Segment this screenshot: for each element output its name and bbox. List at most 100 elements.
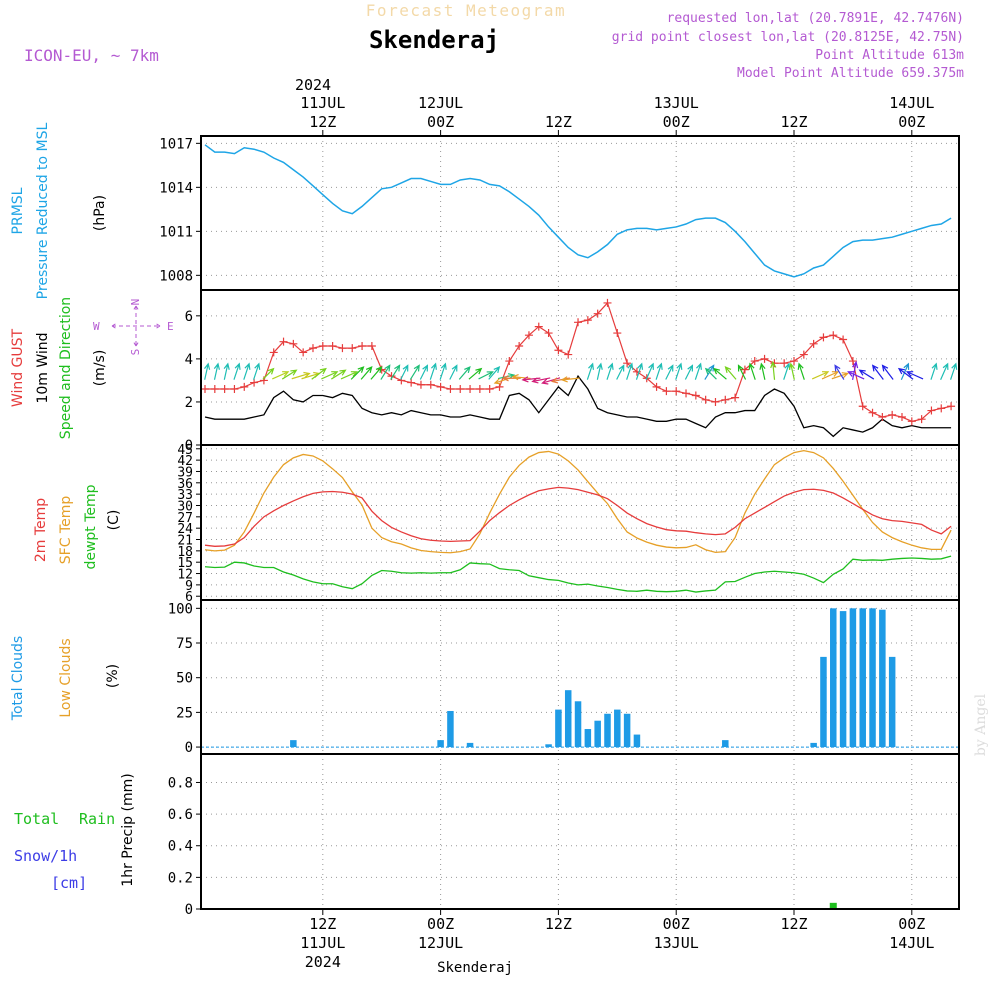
wind-gust-marker <box>848 357 857 366</box>
temperature-ytick-label: 33 <box>177 488 193 503</box>
wind-direction-arrow <box>635 362 644 380</box>
wind-direction-arrow <box>834 364 845 380</box>
total-clouds-bar <box>594 720 601 748</box>
temperature-ytick-label: 15 <box>177 556 193 571</box>
wind-direction-arrow <box>871 364 884 380</box>
wind-direction-arrow <box>675 362 683 380</box>
wind-direction-arrow <box>458 366 471 380</box>
wind-direction-arrow <box>950 362 958 380</box>
wind-direction-arrow <box>272 371 290 380</box>
wind-direction-arrow <box>770 360 777 380</box>
info-grid-point: grid point closest lon,lat (20.8125E, 42… <box>612 30 964 45</box>
wind-gust-marker <box>691 391 700 400</box>
wind-direction-arrow <box>321 371 339 380</box>
wind-gust-marker <box>308 344 317 353</box>
wind-direction-arrow <box>429 362 437 380</box>
precip-ytick-label: 0.4 <box>168 839 193 855</box>
wind-direction-arrow <box>665 364 674 380</box>
wind-direction-arrow <box>586 362 595 380</box>
wind-gust-marker <box>358 341 367 350</box>
temperature-ytick-label: 9 <box>185 579 193 594</box>
temp-dewpt-label: dewpt Temp <box>83 484 99 569</box>
wind-direction-arrow <box>468 367 483 380</box>
clouds-ytick-label: 100 <box>168 601 193 617</box>
total-clouds-bar <box>623 713 631 748</box>
wind-direction-arrow <box>511 374 531 381</box>
wind-direction-arrow <box>262 367 275 380</box>
total-clouds-bar <box>466 742 474 748</box>
wind-direction-arrow <box>797 362 805 380</box>
pressure-line <box>204 144 952 278</box>
time-label-top-hour: 12Z <box>780 113 807 131</box>
top-year-label: 2024 <box>295 76 331 94</box>
clouds-ytick-label: 0 <box>185 740 193 756</box>
wind-gust-marker <box>583 316 592 325</box>
total-clouds-bar <box>614 709 621 748</box>
temperature-ytick-label: 36 <box>177 477 193 492</box>
wind-gust-marker <box>711 397 720 406</box>
temperature-ytick-label: 39 <box>177 465 193 480</box>
precip-ytick-label: 0.2 <box>168 870 193 886</box>
wind-ytick-label: 2 <box>185 395 193 411</box>
temp-sfc-line <box>204 450 952 554</box>
wind-gust-marker <box>524 331 533 340</box>
wind-gust-marker <box>839 335 848 344</box>
wind-gust-marker <box>623 359 632 368</box>
total-clouds-bar <box>564 690 572 748</box>
info-model-altitude: Model Point Altitude 659.375m <box>737 66 964 81</box>
wind-gust-marker <box>740 365 749 374</box>
wind-direction-arrow <box>930 362 938 380</box>
temp-dewpt-line <box>204 555 952 593</box>
wind-panel: 0 2 4 6 <box>185 289 960 454</box>
wind-direction-arrow <box>737 364 747 380</box>
wind-direction-arrow <box>449 364 458 380</box>
compass-rose-icon <box>111 305 161 347</box>
time-label-top-hour: 12Z <box>545 113 572 131</box>
wind-gust-marker <box>564 350 573 359</box>
wind-direction-arrow <box>331 369 347 380</box>
total-clouds-bar <box>584 729 592 748</box>
wind-gust-marker <box>731 393 740 402</box>
total-clouds-bar <box>849 608 857 748</box>
bottom-location-label: Skenderaj <box>437 960 513 976</box>
wind-gust-marker <box>937 404 946 413</box>
wind-gust-marker <box>809 339 818 348</box>
total-clouds-bar <box>869 608 876 748</box>
wind-direction-arrow <box>409 364 420 380</box>
wind-frame <box>200 289 960 446</box>
wind-gust-marker <box>554 346 563 355</box>
wind-direction-arrow <box>713 367 727 380</box>
wind-gust-marker <box>299 348 308 357</box>
total-clouds-bar <box>555 709 562 748</box>
wind-direction-arrow <box>478 371 494 380</box>
wind-ytick-label: 0 <box>185 438 193 454</box>
wind-direction-arrow <box>821 371 840 380</box>
wind-direction-arrow <box>759 362 766 380</box>
clouds-ytick-label: 75 <box>176 636 193 652</box>
wind-speed-direction-label: Speed and Direction <box>58 297 74 439</box>
time-label-bottom-date: 13JUL <box>654 934 699 952</box>
wind-direction-arrow <box>655 362 663 380</box>
total-clouds-bar <box>859 608 866 748</box>
time-label-top-date: 13JUL <box>654 94 699 112</box>
wind-gust-marker <box>593 309 602 318</box>
wind-gust-marker <box>819 333 828 342</box>
wind-gust-marker <box>544 329 553 338</box>
compass-east: E <box>167 320 174 333</box>
total-clouds-bar <box>722 740 729 748</box>
time-label-top-hour: 00Z <box>663 113 690 131</box>
total-clouds-bar <box>879 609 886 748</box>
wind-gust-marker <box>250 378 259 387</box>
wind-direction-arrow <box>645 362 654 380</box>
wind-gust-marker <box>505 357 514 366</box>
temp-2m-label: 2m Temp <box>33 498 49 562</box>
super-title: Forecast Meteogram <box>366 1 566 20</box>
wind-gust-marker <box>917 415 926 424</box>
clouds-ytick-label: 25 <box>176 705 193 721</box>
model-label: ICON-EU, ~ 7km <box>24 46 159 65</box>
wind-gust-marker <box>701 395 710 404</box>
snow-label: Snow/1h <box>14 847 77 865</box>
temperature-ytick-label: 18 <box>177 545 193 560</box>
time-label-bottom-hour: 12Z <box>545 915 572 933</box>
pressure-ytick-label: 1011 <box>159 224 193 240</box>
